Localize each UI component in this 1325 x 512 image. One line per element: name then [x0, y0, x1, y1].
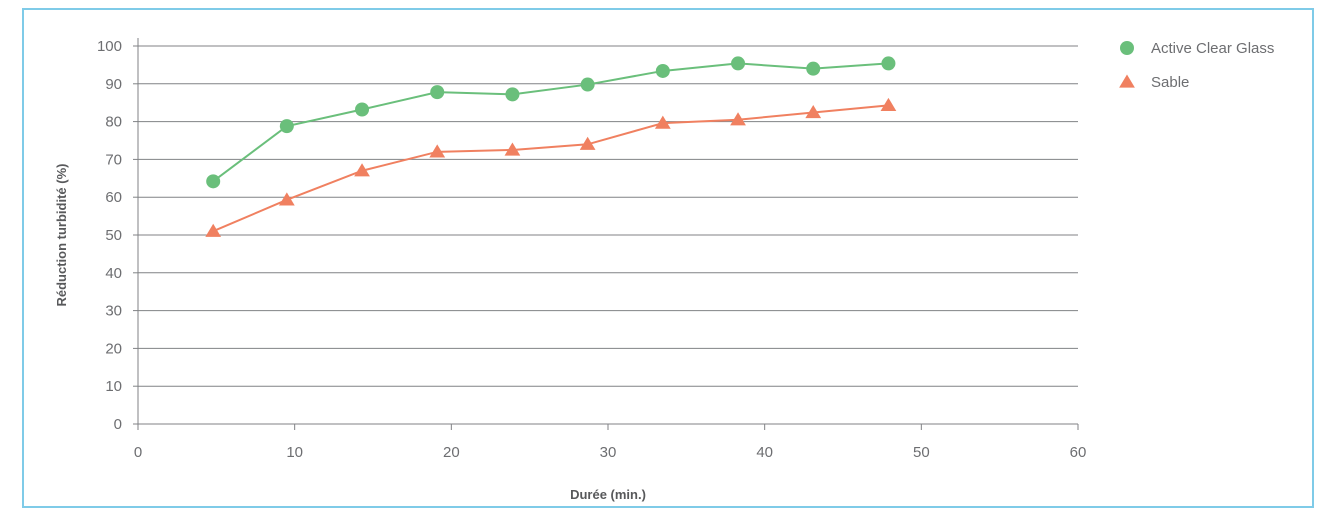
x-tick-label: 20 — [443, 444, 460, 461]
legend-label: Active Clear Glass — [1151, 40, 1274, 57]
y-tick-label: 80 — [105, 114, 122, 131]
y-tick-label: 60 — [105, 189, 122, 206]
data-point — [430, 85, 445, 100]
y-tick-label: 10 — [105, 378, 122, 395]
data-point — [429, 144, 446, 158]
series-layer — [205, 56, 897, 237]
data-point — [806, 61, 821, 76]
data-point — [880, 97, 897, 111]
data-point — [279, 119, 294, 134]
y-tick-label: 0 — [114, 416, 122, 433]
x-tick-label: 10 — [286, 444, 303, 461]
y-tick-label: 70 — [105, 151, 122, 168]
y-tick-label: 100 — [97, 38, 122, 55]
legend-triangle-icon — [1119, 74, 1135, 88]
series-0 — [206, 56, 896, 189]
data-point — [505, 87, 520, 102]
data-point — [355, 102, 370, 117]
y-tick-label: 30 — [105, 303, 122, 320]
data-point — [881, 56, 896, 71]
x-tick-label: 40 — [756, 444, 773, 461]
data-point — [654, 115, 671, 129]
data-point — [354, 163, 370, 177]
data-point — [205, 223, 222, 237]
x-tick-label: 50 — [913, 444, 930, 461]
y-tick-label: 50 — [105, 227, 122, 244]
chart-frame — [22, 8, 1314, 508]
series-line — [212, 104, 889, 233]
x-tick-label: 60 — [1070, 444, 1087, 461]
grid-lines — [138, 45, 1078, 387]
legend: Active Clear Glass Sable — [1119, 40, 1274, 91]
data-point — [580, 77, 595, 92]
data-point — [278, 192, 295, 206]
series-line — [212, 62, 889, 183]
data-point — [731, 56, 746, 71]
y-tick-label: 20 — [105, 340, 122, 357]
axes — [133, 38, 1079, 430]
data-point — [805, 105, 822, 119]
legend-item: Sable — [1119, 74, 1189, 91]
data-point — [730, 112, 746, 126]
tick-labels: 0 10 20 30 40 50 60 70 80 90 100 0 10 20 30 40 50 60 — [97, 38, 1086, 461]
y-tick-label: 90 — [105, 76, 122, 93]
data-point — [206, 174, 221, 189]
data-point — [655, 63, 670, 78]
x-axis-title: Durée (min.) — [570, 487, 646, 502]
series-1 — [205, 97, 897, 237]
data-point — [504, 142, 521, 156]
y-axis-title: Réduction turbidité (%) — [54, 164, 69, 307]
legend-item: Active Clear Glass — [1120, 40, 1274, 57]
data-point — [579, 136, 596, 150]
x-tick-label: 30 — [600, 444, 617, 461]
legend-label: Sable — [1151, 74, 1189, 91]
x-tick-label: 0 — [134, 444, 142, 461]
legend-circle-icon — [1120, 41, 1134, 55]
y-tick-label: 40 — [105, 265, 122, 282]
